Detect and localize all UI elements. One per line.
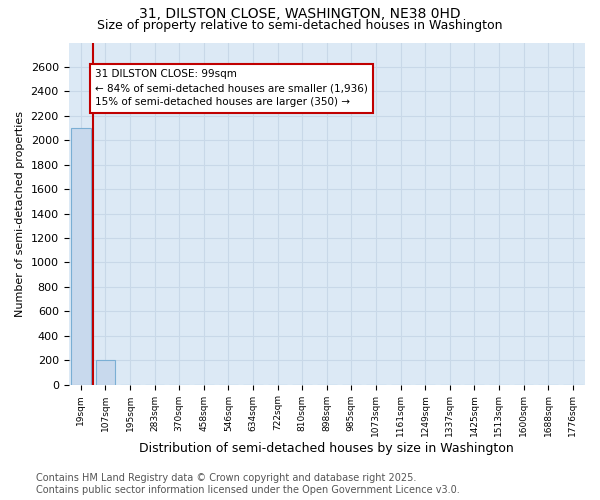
Y-axis label: Number of semi-detached properties: Number of semi-detached properties	[15, 110, 25, 316]
Text: Size of property relative to semi-detached houses in Washington: Size of property relative to semi-detach…	[97, 19, 503, 32]
Text: 31 DILSTON CLOSE: 99sqm
← 84% of semi-detached houses are smaller (1,936)
15% of: 31 DILSTON CLOSE: 99sqm ← 84% of semi-de…	[95, 70, 368, 108]
X-axis label: Distribution of semi-detached houses by size in Washington: Distribution of semi-detached houses by …	[139, 442, 514, 455]
Bar	[71, 128, 91, 384]
Bar	[95, 360, 115, 384]
Text: 31, DILSTON CLOSE, WASHINGTON, NE38 0HD: 31, DILSTON CLOSE, WASHINGTON, NE38 0HD	[139, 8, 461, 22]
Text: Contains HM Land Registry data © Crown copyright and database right 2025.
Contai: Contains HM Land Registry data © Crown c…	[36, 474, 460, 495]
